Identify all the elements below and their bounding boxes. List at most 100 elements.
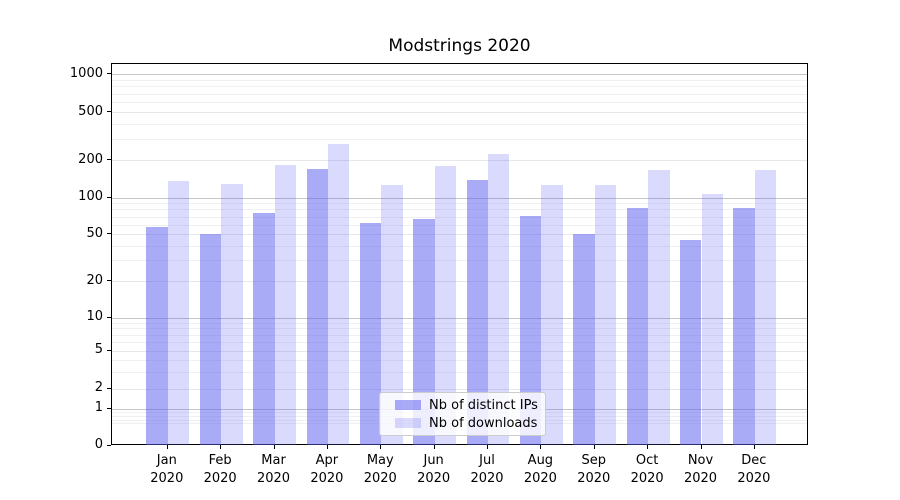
y-tick-mark-5 bbox=[107, 349, 111, 351]
gridline-30 bbox=[112, 260, 807, 262]
y-tick-mark-500 bbox=[107, 111, 111, 112]
x-tick-label-dec: Dec 2020 bbox=[737, 453, 771, 486]
gridline-5 bbox=[112, 350, 807, 352]
x-tick-label-mar: Mar 2020 bbox=[256, 453, 291, 486]
bar-jan-distinct-ips bbox=[146, 227, 168, 445]
bar-oct-distinct-ips bbox=[626, 208, 649, 445]
y-tick-label-1: 1 bbox=[94, 400, 103, 415]
x-tick-label-sep: Sep 2020 bbox=[577, 453, 611, 486]
gridline-400 bbox=[112, 123, 807, 125]
y-tick-mark-1000 bbox=[107, 73, 111, 75]
x-tick-mark-nov bbox=[700, 445, 702, 449]
bar-mar-downloads bbox=[274, 164, 296, 445]
gridline-10 bbox=[112, 317, 807, 319]
gridline-100 bbox=[112, 197, 807, 199]
y-tick-label-200: 200 bbox=[78, 151, 103, 167]
y-tick-label-100: 100 bbox=[78, 189, 103, 205]
chart-title: Modstrings 2020 bbox=[388, 36, 531, 56]
gridline-200 bbox=[112, 160, 807, 162]
bar-sep-distinct-ips bbox=[573, 234, 595, 445]
x-tick-label-jul: Jul 2020 bbox=[470, 453, 504, 486]
gridline-20 bbox=[112, 281, 807, 282]
legend-label: Nb of distinct IPs bbox=[429, 397, 538, 413]
x-tick-mark-dec bbox=[753, 445, 755, 449]
gridline-90 bbox=[112, 203, 807, 205]
bar-may-downloads bbox=[381, 184, 403, 445]
bar-dec-distinct-ips bbox=[733, 208, 755, 445]
gridline-600 bbox=[112, 102, 807, 104]
bar-mar-distinct-ips bbox=[253, 212, 275, 445]
x-tick-label-jan: Jan 2020 bbox=[150, 453, 184, 486]
bar-apr-downloads bbox=[327, 144, 350, 445]
bar-aug-downloads bbox=[541, 185, 563, 445]
y-tick-label-500: 500 bbox=[78, 103, 103, 119]
bar-jun-downloads bbox=[434, 165, 457, 445]
bar-jul-downloads bbox=[488, 154, 510, 445]
legend-swatch-icon bbox=[395, 400, 421, 410]
x-tick-mark-may bbox=[380, 445, 382, 449]
y-tick-label-50: 50 bbox=[86, 225, 103, 241]
gridline-7 bbox=[112, 334, 807, 336]
y-tick-label-5: 5 bbox=[94, 342, 103, 357]
gridline-6 bbox=[112, 341, 807, 343]
gridline-4 bbox=[112, 359, 807, 361]
legend-item-distinct-ips: Nb of distinct IPs bbox=[395, 396, 538, 414]
bar-oct-downloads bbox=[648, 170, 670, 445]
y-tick-label-1000: 1000 bbox=[69, 65, 103, 81]
bar-aug-distinct-ips bbox=[519, 215, 542, 445]
x-tick-mark-mar bbox=[273, 445, 275, 449]
x-tick-mark-sep bbox=[593, 445, 595, 449]
gridline-300 bbox=[112, 138, 807, 140]
gridline-3 bbox=[112, 371, 807, 373]
gridline-900 bbox=[112, 80, 807, 82]
x-tick-label-apr: Apr 2020 bbox=[310, 453, 344, 486]
y-tick-mark-20 bbox=[107, 280, 111, 281]
y-tick-mark-0 bbox=[107, 444, 111, 446]
bar-feb-downloads bbox=[221, 184, 243, 445]
x-tick-label-aug: Aug 2020 bbox=[523, 453, 557, 486]
gridline-800 bbox=[112, 86, 807, 88]
legend-item-downloads: Nb of downloads bbox=[395, 414, 537, 432]
gridline-9 bbox=[112, 322, 807, 324]
y-tick-mark-50 bbox=[107, 233, 111, 235]
y-tick-mark-2 bbox=[107, 387, 111, 389]
legend-swatch-icon bbox=[395, 418, 421, 428]
x-tick-label-jun: Jun 2020 bbox=[417, 453, 451, 486]
bar-jan-downloads bbox=[167, 180, 190, 445]
x-tick-mark-jun bbox=[433, 445, 435, 449]
bar-nov-downloads bbox=[701, 193, 723, 445]
bar-dec-downloads bbox=[754, 170, 777, 445]
y-tick-mark-10 bbox=[107, 316, 111, 318]
gridline-1000 bbox=[112, 74, 807, 76]
y-tick-mark-100 bbox=[107, 196, 111, 198]
gridline-500 bbox=[112, 112, 807, 113]
x-tick-label-feb: Feb 2020 bbox=[203, 453, 237, 486]
bar-nov-distinct-ips bbox=[680, 239, 702, 445]
x-tick-mark-feb bbox=[220, 445, 222, 449]
x-tick-label-may: May 2020 bbox=[363, 453, 397, 486]
bar-feb-distinct-ips bbox=[199, 234, 222, 445]
x-tick-mark-jan bbox=[166, 445, 168, 449]
plot-area bbox=[111, 63, 808, 445]
y-tick-label-2: 2 bbox=[94, 380, 103, 395]
bar-may-distinct-ips bbox=[359, 222, 382, 445]
x-tick-label-nov: Nov 2020 bbox=[683, 453, 718, 486]
y-tick-label-20: 20 bbox=[86, 272, 103, 288]
bar-apr-distinct-ips bbox=[306, 169, 328, 445]
x-tick-mark-oct bbox=[647, 445, 649, 449]
bar-sep-downloads bbox=[594, 185, 617, 445]
gridline-8 bbox=[112, 328, 807, 330]
gridline-2 bbox=[112, 388, 807, 390]
bar-jul-distinct-ips bbox=[466, 179, 488, 445]
x-tick-mark-aug bbox=[540, 445, 542, 449]
bar-jun-distinct-ips bbox=[413, 218, 435, 445]
x-tick-label-oct: Oct 2020 bbox=[630, 453, 664, 486]
y-tick-label-0: 0 bbox=[94, 437, 103, 452]
y-tick-mark-200 bbox=[107, 159, 111, 161]
gridline-50 bbox=[112, 234, 807, 236]
gridline-40 bbox=[112, 245, 807, 247]
x-tick-mark-apr bbox=[326, 445, 328, 449]
gridline-70 bbox=[112, 216, 807, 218]
legend: Nb of distinct IPs Nb of downloads bbox=[379, 392, 546, 436]
